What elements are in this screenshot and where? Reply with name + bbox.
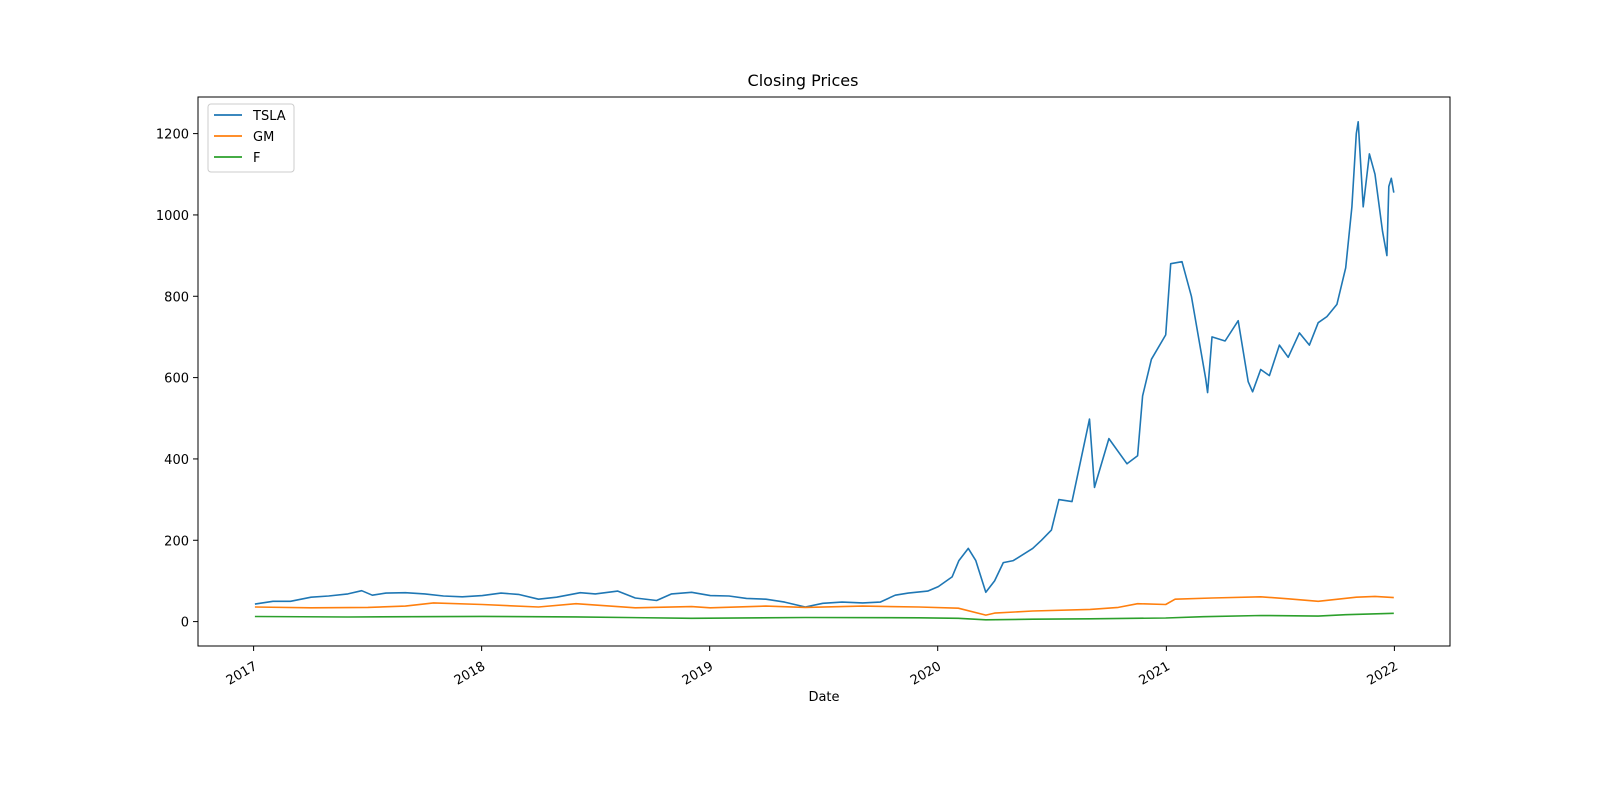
y-tick-label: 200	[164, 534, 189, 549]
x-tick-label: 2019	[680, 659, 716, 689]
y-axis: 0 200 400 600 800 1000 1200	[156, 128, 198, 631]
y-tick-label: 600	[164, 372, 189, 387]
y-tick-label: 400	[164, 453, 189, 468]
y-tick-label: 1200	[156, 128, 189, 143]
plot-area	[197, 96, 1451, 647]
series-line-gm	[254, 595, 1394, 616]
legend-label-f: F	[253, 151, 260, 166]
series-layer	[254, 121, 1395, 621]
legend-label-gm: GM	[253, 130, 274, 145]
x-tick-label: 2022	[1365, 659, 1401, 689]
x-tick-label: 2021	[1137, 659, 1173, 689]
series-line-f	[254, 612, 1394, 621]
chart-title: Closing Prices	[748, 71, 859, 90]
legend-box	[207, 103, 295, 173]
x-tick-label: 2020	[908, 659, 944, 689]
x-axis-title: Date	[808, 690, 839, 705]
y-tick-label: 1000	[156, 209, 189, 224]
y-tick-label: 800	[164, 290, 189, 305]
y-tick-label: 0	[181, 616, 189, 631]
legend-label-tsla: TSLA	[252, 109, 286, 124]
series-line-tsla	[254, 121, 1395, 608]
x-tick-label: 2018	[452, 659, 488, 689]
legend: TSLA GM F	[207, 103, 295, 173]
x-tick-label: 2017	[224, 659, 260, 689]
x-axis: 2017 2018 2019 2020 2021 2022	[224, 646, 1401, 689]
